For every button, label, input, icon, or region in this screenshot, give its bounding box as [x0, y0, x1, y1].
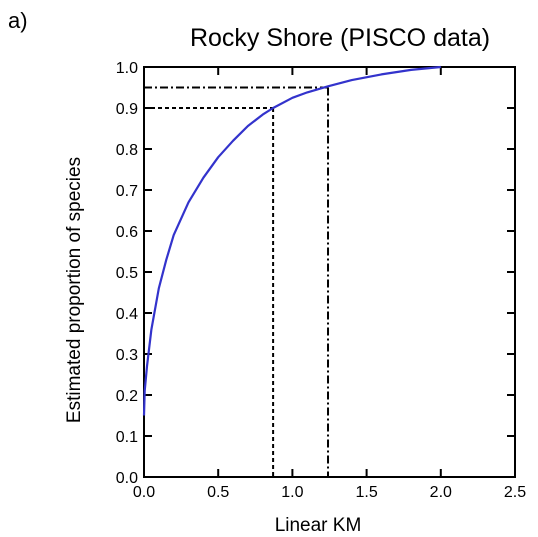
y-tick-label: 0.0	[116, 470, 138, 487]
y-tick-label: 0.8	[116, 142, 138, 159]
panel-label: a)	[8, 8, 28, 33]
y-tick-label: 0.4	[116, 306, 138, 323]
y-tick-label: 0.7	[116, 183, 138, 200]
plot-area: 0.0 0.5 1.0 1.5 2.0 2.5 0.0 0.1 0.2 0.3 0.4 0.5 0.6 0…	[116, 60, 526, 501]
x-tick-label: 0.0	[133, 484, 155, 501]
x-tick-label: 1.5	[355, 484, 377, 501]
y-tick-label: 0.9	[116, 101, 138, 118]
x-tick-label: 2.5	[504, 484, 526, 501]
series-line	[142, 65, 441, 416]
y-tick-label: 0.2	[116, 388, 138, 405]
chart-title: Rocky Shore (PISCO data)	[190, 24, 490, 52]
plot-frame	[143, 66, 516, 478]
y-tick-label: 1.0	[116, 60, 138, 77]
x-tick-label: 1.0	[281, 484, 303, 501]
y-tick-label: 0.5	[116, 265, 138, 282]
x-tick-label: 2.0	[430, 484, 452, 501]
x-axis-label: Linear KM	[275, 515, 362, 536]
y-axis-label: Estimated proportion of species	[64, 157, 85, 423]
y-tick-label: 0.6	[116, 224, 138, 241]
x-tick-label: 0.5	[207, 484, 229, 501]
y-tick-label: 0.3	[116, 347, 138, 364]
y-tick-label: 0.1	[116, 429, 138, 446]
